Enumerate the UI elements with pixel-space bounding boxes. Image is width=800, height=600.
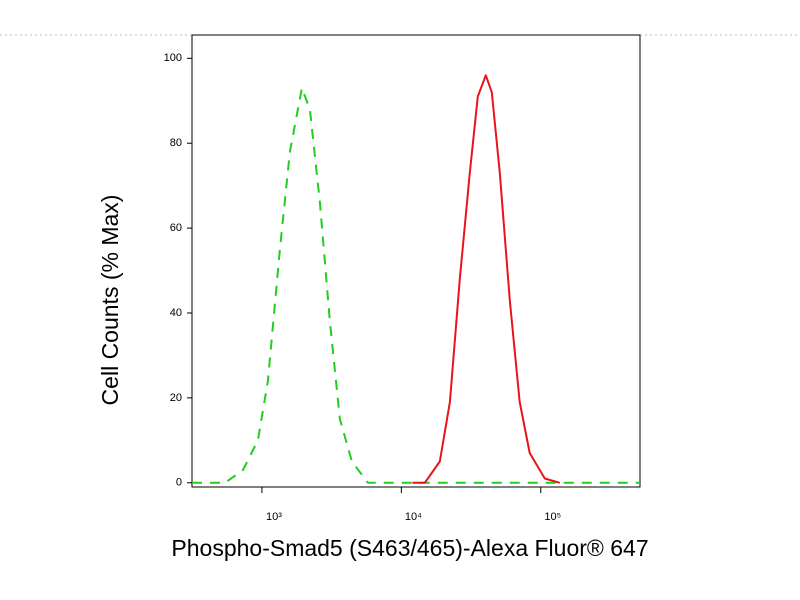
plot-frame [191,34,641,488]
series-line [412,74,561,484]
x-tick-label: 10⁴ [405,511,422,523]
y-tick-label: 80 [170,137,182,149]
y-tick-label: 20 [170,392,182,404]
y-axis-title: Cell Counts (% Max) [97,195,123,406]
x-tick-label: 10⁵ [544,511,561,523]
y-tick-label: 0 [176,477,182,489]
y-tick-label: 60 [170,222,182,234]
series-line [192,87,640,484]
y-tick-label: 100 [164,52,182,64]
y-tick-label: 40 [170,307,182,319]
x-axis-title: Phospho-Smad5 (S463/465)-Alexa Fluor® 64… [171,535,648,561]
x-tick-label: 10³ [266,511,282,523]
